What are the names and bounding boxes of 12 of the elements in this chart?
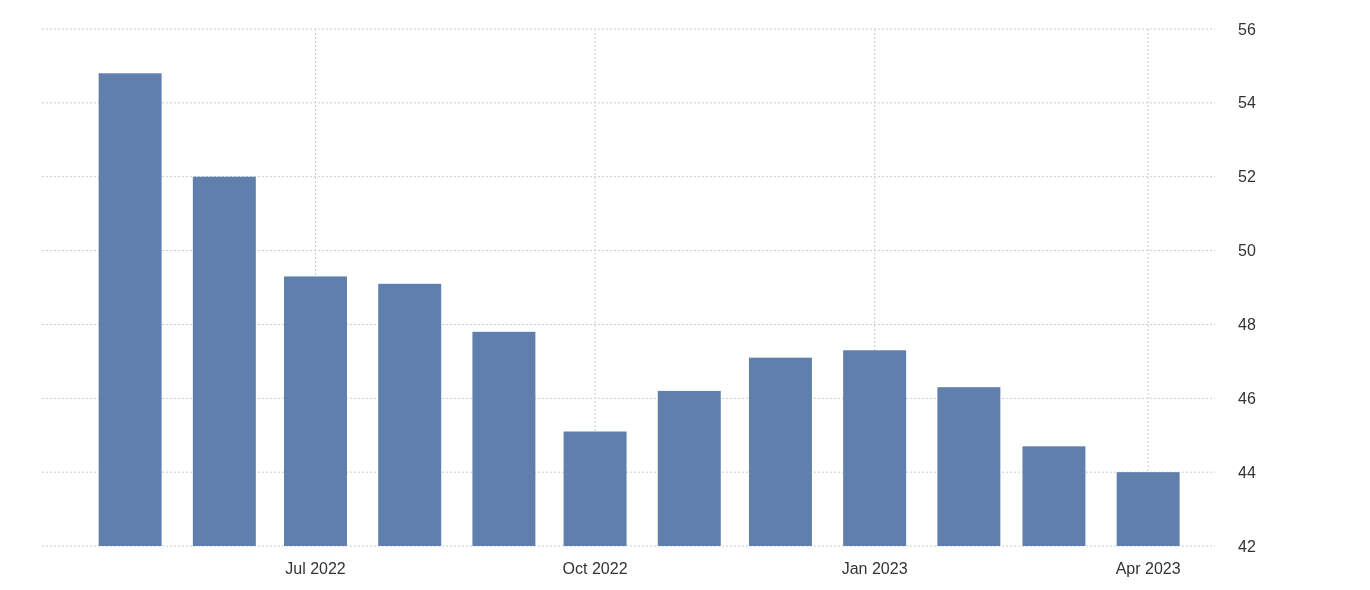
x-tick-label: Jan 2023 [841, 559, 908, 577]
y-tick-label: 52 [1238, 168, 1256, 186]
x-tick-label: Jul 2022 [285, 559, 346, 577]
y-tick-label: 46 [1238, 389, 1256, 407]
y-tick-label: 44 [1238, 463, 1256, 481]
x-tick-label: Oct 2022 [562, 559, 628, 577]
x-tick-label: Apr 2023 [1115, 559, 1181, 577]
y-tick-label: 54 [1238, 94, 1256, 112]
y-tick-label: 48 [1238, 316, 1256, 334]
y-tick-label: 50 [1238, 242, 1256, 260]
y-tick-label: 42 [1238, 537, 1256, 555]
y-tick-label: 56 [1238, 20, 1256, 38]
